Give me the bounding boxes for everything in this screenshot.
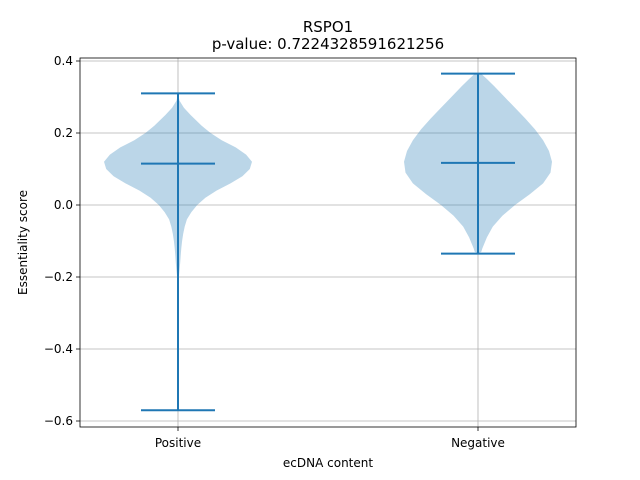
y-tick-label: 0.2 xyxy=(54,126,73,140)
x-axis-label: ecDNA content xyxy=(283,456,373,470)
y-axis-label: Essentiality score xyxy=(16,190,30,295)
plot-frame xyxy=(79,57,577,428)
chart-subtitle: p-value: 0.7224328591621256 xyxy=(212,35,444,53)
x-axis-ticks: Positive Negative xyxy=(155,427,505,450)
y-axis-ticks: −0.6 −0.4 −0.2 0.0 0.2 0.4 xyxy=(44,54,80,428)
x-tick-label: Positive xyxy=(155,436,201,450)
y-tick-label: 0.0 xyxy=(54,198,73,212)
y-tick-label: −0.6 xyxy=(44,414,73,428)
violin-negative xyxy=(404,72,552,255)
y-tick-label: −0.2 xyxy=(44,270,73,284)
y-tick-label: 0.4 xyxy=(54,54,73,68)
x-tick-label: Negative xyxy=(451,436,505,450)
chart-title: RSPO1 xyxy=(303,18,353,36)
violin-positive xyxy=(104,92,252,412)
y-tick-label: −0.4 xyxy=(44,342,73,356)
violin-layer xyxy=(104,72,552,412)
